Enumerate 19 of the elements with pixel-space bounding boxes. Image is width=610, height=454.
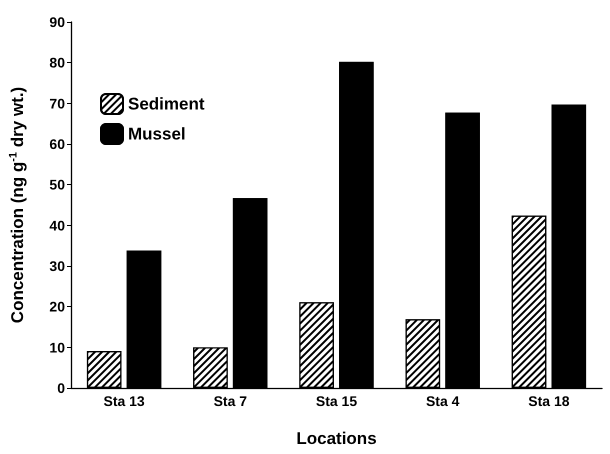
x-tick-label: Sta 13 [103,393,145,409]
y-tick-label: 60 [49,136,66,152]
legend-label: Sediment [128,94,205,114]
x-tick-label: Sta 4 [426,393,460,409]
y-tick-label: 70 [49,95,66,112]
x-tick-label: Sta 18 [528,393,570,409]
y-tick-label: 30 [49,258,66,274]
y-axis-title: Concentration (ng g-1 dry wt.) [8,86,27,324]
y-tick-label: 80 [49,54,66,71]
legend-label: Mussel [128,124,186,144]
y-tick-label: 90 [49,14,66,30]
x-axis-title: Locations [296,429,377,448]
y-tick-label: 10 [49,339,66,356]
x-tick-label: Sta 15 [316,393,358,409]
y-tick-label: 50 [49,176,66,193]
x-tick-label: Sta 7 [214,393,248,409]
y-tick-label: 20 [49,298,66,315]
y-tick-label: 0 [57,380,66,396]
y-tick-label: 40 [49,217,66,234]
